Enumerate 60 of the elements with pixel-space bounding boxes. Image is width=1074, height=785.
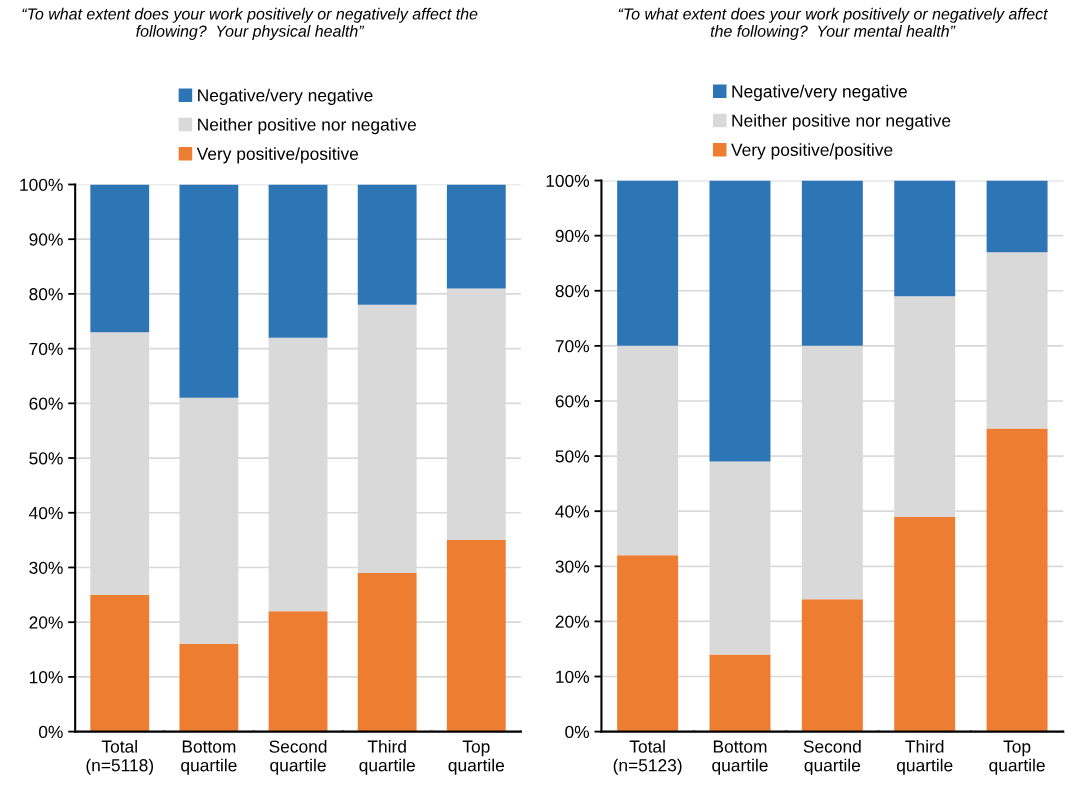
bar [90, 184, 150, 333]
bar [617, 180, 679, 346]
bar [894, 516, 956, 732]
y-tick-label: 50% [29, 452, 63, 465]
bar [986, 428, 1048, 732]
y-tick-label: 60% [555, 395, 590, 408]
y-tick-label: 80% [555, 284, 590, 298]
x-tick-label: Third quartile [896, 739, 953, 775]
y-tick-label: 50% [555, 450, 590, 463]
legend-label: Very positive/positive [731, 143, 893, 160]
bar [801, 180, 863, 346]
legend-label: Negative/very negative [198, 88, 373, 105]
y-tick-label: 30% [29, 561, 63, 574]
x-tick-label: Total (n=5123) [613, 739, 682, 775]
y-tick-label: 20% [29, 616, 63, 629]
y-tick-label: 100% [20, 178, 63, 191]
y-tick-label: 60% [29, 397, 63, 410]
chart-title: “To what extent does your work positively or negatively affect the following? Your mental health” [618, 7, 1049, 40]
bar [894, 180, 956, 297]
y-tick-label: 20% [555, 615, 590, 628]
y-tick-label: 10% [29, 671, 63, 684]
y-tick-label: 30% [555, 560, 590, 573]
bar [446, 540, 506, 732]
bar [986, 180, 1048, 253]
x-tick-label: Second quartile [803, 739, 861, 775]
bar [90, 594, 150, 732]
y-tick-label: 90% [555, 229, 590, 243]
bar [179, 644, 239, 732]
bar [179, 184, 239, 398]
bar [446, 184, 506, 289]
legend-label: Negative/very negative [732, 84, 907, 102]
y-tick-label: 100% [546, 174, 590, 188]
x-tick-label: Third quartile [359, 739, 415, 775]
legend-label: Very positive/positive [196, 147, 359, 164]
y-tick-label: 0% [38, 725, 63, 739]
chart-title: “To what extent does your work positively or negatively affect the following? Your physical health” [22, 7, 478, 40]
x-tick-label: Bottom quartile [712, 740, 768, 775]
bar [709, 654, 771, 732]
y-tick-label: 10% [556, 670, 590, 683]
bar [357, 572, 417, 732]
bar [357, 184, 417, 305]
bar [268, 611, 328, 732]
y-tick-label: 70% [29, 342, 63, 356]
bar [801, 599, 863, 732]
y-tick-label: 0% [565, 725, 590, 739]
y-tick-label: 40% [29, 506, 63, 520]
x-tick-label: Second quartile [269, 739, 327, 775]
y-tick-label: 80% [29, 288, 63, 301]
legend-label: Neither positive nor negative [198, 117, 416, 135]
bar [709, 180, 771, 462]
x-tick-label: Bottom quartile [181, 740, 237, 775]
bar [268, 184, 328, 338]
y-tick-label: 90% [29, 233, 63, 246]
x-tick-label: Total (n=5118) [86, 739, 154, 775]
x-tick-label: Top quartile [448, 740, 505, 775]
x-tick-label: Top quartile [989, 740, 1045, 775]
bar [617, 555, 679, 732]
y-tick-label: 70% [555, 340, 590, 353]
legend-label: Neither positive nor negative [732, 114, 951, 131]
y-tick-label: 40% [555, 505, 590, 518]
